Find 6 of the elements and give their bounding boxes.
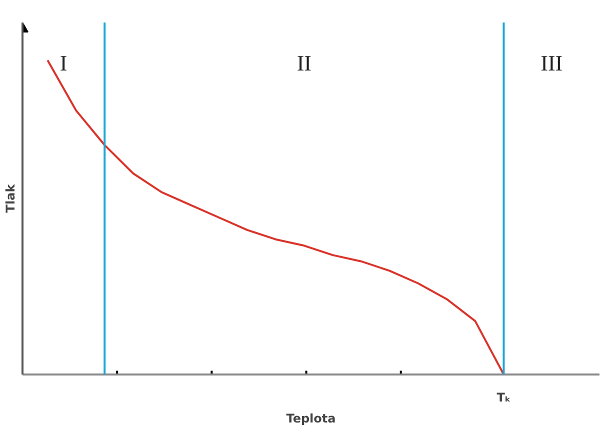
text: Tₖ <box>496 390 511 404</box>
y-axis-title: Tlak <box>4 183 18 213</box>
annotation: II <box>296 50 312 76</box>
annotation: I <box>60 50 68 76</box>
text: III <box>540 50 563 76</box>
x-axis-title: Teplota <box>286 412 336 426</box>
